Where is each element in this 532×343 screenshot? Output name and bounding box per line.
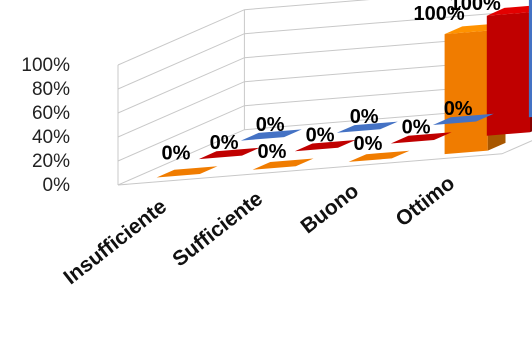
- bar-flat: [156, 166, 218, 178]
- bar: [252, 158, 314, 170]
- bar: [336, 121, 398, 133]
- category-label: Ottimo: [392, 172, 459, 232]
- data-label: 0%: [402, 117, 431, 139]
- bar: [348, 150, 410, 162]
- y-axis-ticks: 0% 20% 40% 60% 80% 100%: [21, 55, 70, 196]
- bar-flat: [390, 132, 452, 144]
- y-tick-label: 80%: [32, 79, 70, 100]
- data-label: 0%: [258, 141, 287, 163]
- bar: [432, 113, 494, 125]
- data-label: 0%: [256, 114, 285, 136]
- chart-bars: [156, 0, 532, 178]
- data-label: 100%: [450, 0, 501, 15]
- bar-front: [486, 12, 530, 136]
- y-tick-label: 100%: [21, 55, 70, 76]
- data-label: 0%: [350, 106, 379, 128]
- bar-flat: [432, 113, 494, 125]
- bar: [294, 140, 356, 152]
- bar-flat: [336, 121, 398, 133]
- bar-flat: [240, 129, 302, 141]
- bar-flat: [198, 147, 260, 160]
- bar: [156, 166, 218, 178]
- y-tick-label: 60%: [32, 103, 70, 124]
- chart-grid: [117, 0, 532, 186]
- bar-flat: [294, 140, 356, 152]
- y-tick-label: 0%: [43, 175, 71, 196]
- bar: [240, 129, 302, 141]
- bar-flat: [252, 158, 314, 170]
- category-label: Sufficiente: [168, 187, 267, 271]
- y-tick-label: 20%: [32, 151, 70, 172]
- bar: [486, 5, 532, 136]
- category-label: Buono: [297, 179, 364, 238]
- data-label: 0%: [354, 133, 383, 155]
- data-label: 100%: [414, 3, 465, 25]
- bar-front: [528, 0, 532, 118]
- bar: [390, 132, 452, 144]
- bar-flat: [348, 150, 410, 162]
- data-labels: 0%0%0%100%0%0%0%100%0%0%0%100%: [162, 0, 501, 165]
- category-label: Insufficiente: [59, 195, 171, 289]
- data-label: 0%: [210, 132, 239, 154]
- data-label: 0%: [306, 124, 335, 146]
- bar: [528, 0, 532, 118]
- bar: [198, 147, 260, 160]
- y-tick-label: 40%: [32, 127, 70, 148]
- bar-top: [486, 5, 532, 16]
- data-label: 0%: [162, 143, 191, 165]
- bar-front: [444, 30, 488, 155]
- data-label: 0%: [444, 98, 473, 120]
- floor-edge: [117, 140, 532, 186]
